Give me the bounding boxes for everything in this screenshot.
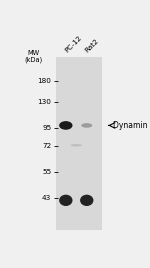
- Text: 43: 43: [42, 195, 51, 201]
- Text: 95: 95: [42, 125, 51, 131]
- Text: 130: 130: [38, 99, 51, 105]
- Ellipse shape: [80, 195, 93, 206]
- FancyBboxPatch shape: [56, 57, 102, 230]
- Text: 55: 55: [42, 169, 51, 176]
- Text: 180: 180: [38, 78, 51, 84]
- Text: PC-12: PC-12: [63, 35, 83, 54]
- Ellipse shape: [59, 195, 72, 206]
- Ellipse shape: [81, 123, 92, 128]
- Ellipse shape: [70, 144, 82, 147]
- Text: 72: 72: [42, 143, 51, 149]
- Ellipse shape: [59, 121, 72, 130]
- Text: MW
(kDa): MW (kDa): [25, 50, 43, 63]
- Text: Dynamin 2: Dynamin 2: [114, 121, 150, 130]
- Text: Rat2: Rat2: [84, 38, 100, 54]
